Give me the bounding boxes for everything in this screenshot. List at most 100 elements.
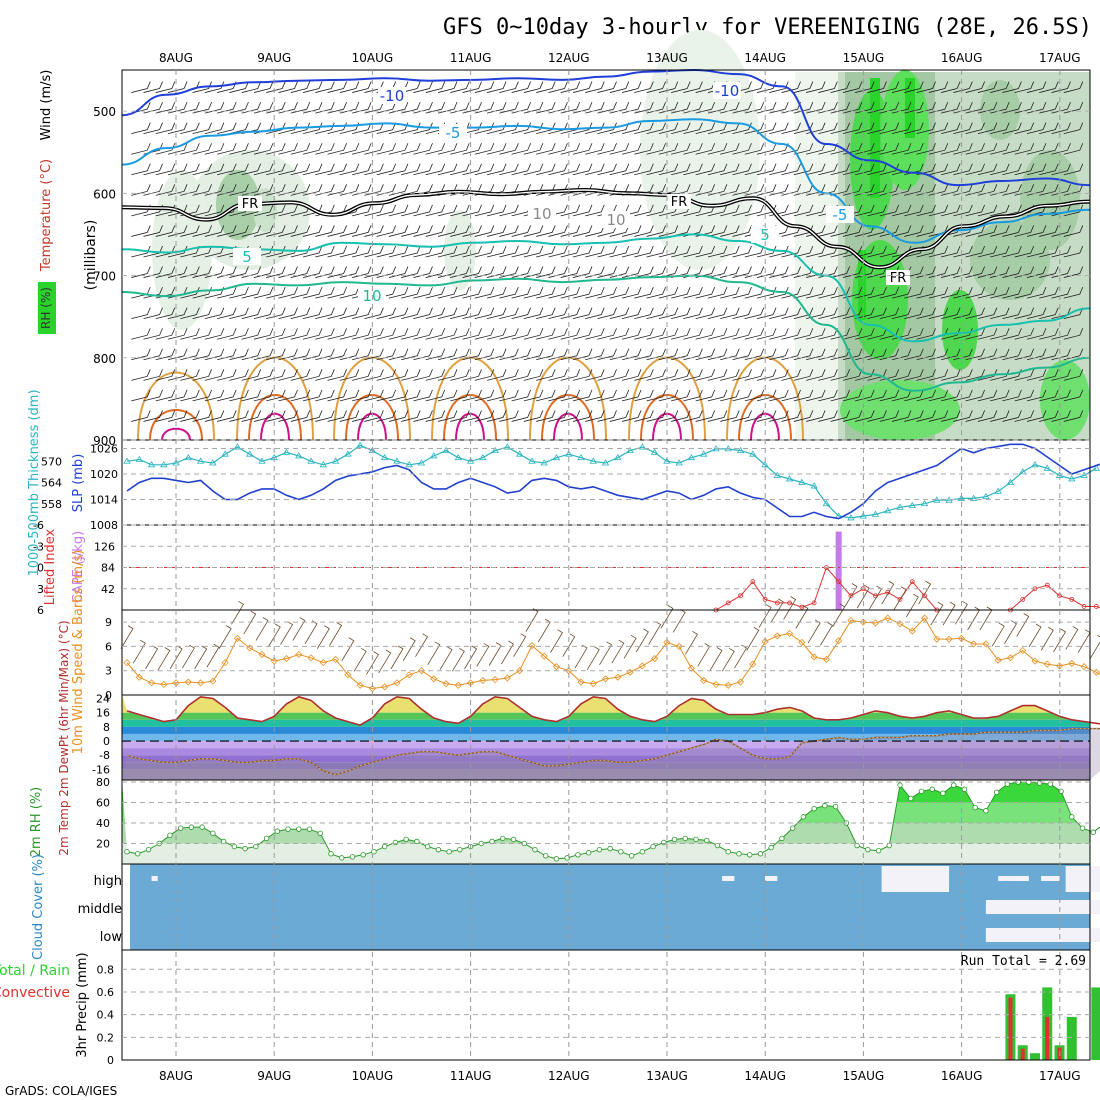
wind-barb: [732, 245, 752, 258]
wind-barb: [560, 81, 581, 93]
wind-barb: [548, 245, 568, 258]
wind-barb: [597, 122, 617, 135]
wind-barb: [940, 122, 961, 135]
wind-barb: [634, 204, 654, 217]
wind-barb: [707, 122, 728, 135]
wind-barb: [940, 286, 961, 299]
wind-barb-10m: [746, 626, 760, 651]
thickness-marker: [405, 461, 413, 468]
rh-point: [918, 788, 925, 794]
wind-barb: [315, 369, 335, 381]
wind-barb: [143, 348, 163, 361]
wind-barb: [511, 348, 532, 361]
wind-barb: [462, 101, 482, 114]
wind-barb: [732, 389, 752, 402]
wind-barb: [131, 245, 151, 258]
wind-barb-10m: [991, 622, 1005, 647]
wind-barb: [1002, 266, 1022, 278]
precip-tick-label: 0.2: [97, 1031, 115, 1044]
wind-speed-marker: [393, 679, 401, 687]
wind-barb: [462, 266, 482, 278]
cloud-cell-high: [1041, 876, 1060, 881]
wind-barb: [671, 389, 691, 402]
wind-barb: [646, 143, 666, 155]
wind-barb: [253, 184, 274, 196]
freezing-label: FR: [671, 195, 688, 210]
cape-tick-label: 42: [101, 583, 115, 596]
wind-barb: [388, 389, 409, 402]
wind-tick-label: 9: [105, 616, 112, 629]
wind-barb: [560, 266, 581, 278]
wind-barb: [707, 307, 728, 320]
wind-barb: [977, 410, 998, 422]
wind-barb: [204, 122, 225, 135]
thickness-marker: [847, 514, 855, 521]
wind-barb: [609, 245, 630, 258]
wind-barb: [830, 307, 851, 320]
wind-barb: [450, 245, 470, 258]
wind-barb: [781, 184, 801, 196]
wind-barb: [781, 389, 801, 402]
lifted-index-point: [738, 593, 743, 599]
temp-contour-warm: [260, 412, 290, 441]
wind-barb: [940, 348, 961, 361]
wind-barb: [1039, 369, 1059, 381]
wind-barb-10m: [623, 634, 637, 659]
wind-barb: [155, 163, 176, 176]
wind-barb: [830, 122, 851, 135]
wind-barb: [241, 307, 262, 320]
wind-barb: [511, 122, 532, 135]
wind-barb: [965, 369, 985, 381]
wind-barb: [315, 184, 335, 196]
wind-barb: [204, 101, 225, 114]
cape-tick-label: 84: [101, 562, 115, 575]
wind-barb: [891, 410, 912, 422]
wind-barb: [253, 204, 274, 217]
thickness-marker: [491, 446, 499, 454]
wind-barb: [609, 307, 630, 320]
wind-barb: [339, 143, 360, 155]
wind-barb: [744, 328, 765, 340]
wind-barb: [597, 307, 617, 320]
rh-point: [1090, 829, 1096, 835]
wind-barb: [352, 389, 372, 402]
wind-barb: [548, 163, 568, 176]
wind-barb: [376, 122, 397, 135]
wind-barb: [965, 163, 985, 176]
wind-barb: [756, 348, 777, 361]
wind-barb: [401, 286, 421, 299]
wind-barb: [499, 266, 519, 278]
wind-barb: [143, 81, 163, 93]
wind-barb: [1026, 225, 1047, 237]
rh-point: [124, 849, 130, 855]
wind-barb: [683, 348, 703, 361]
wind-barb: [781, 369, 801, 381]
wind-barb: [352, 143, 372, 155]
wind-barb: [609, 369, 630, 381]
wind-barb: [609, 286, 630, 299]
wind-barb: [1002, 225, 1022, 237]
wind-barb: [658, 369, 679, 381]
wind-barb: [585, 328, 605, 340]
wind-barb: [474, 101, 495, 114]
wind-barb: [560, 286, 581, 299]
wind-barb: [916, 389, 936, 402]
rh-point: [1036, 780, 1043, 786]
wind-barb: [401, 81, 421, 93]
wind-speed-marker: [847, 616, 855, 625]
wind-barb: [192, 204, 212, 217]
wind-barb: [830, 101, 851, 114]
wind-barb: [818, 101, 838, 114]
wind-barb: [143, 307, 163, 320]
wind-barb: [634, 307, 654, 320]
wind-barb: [1014, 328, 1035, 340]
wind-barb: [437, 389, 458, 402]
wind-barb: [536, 410, 556, 422]
cloud-level-label: low: [100, 930, 123, 945]
wind-barb: [560, 389, 581, 402]
wind-barb: [462, 245, 482, 258]
wind-barb: [548, 143, 568, 155]
wind-barb: [695, 184, 716, 196]
wind-barb: [401, 369, 421, 381]
lifted-index-point: [909, 579, 915, 585]
